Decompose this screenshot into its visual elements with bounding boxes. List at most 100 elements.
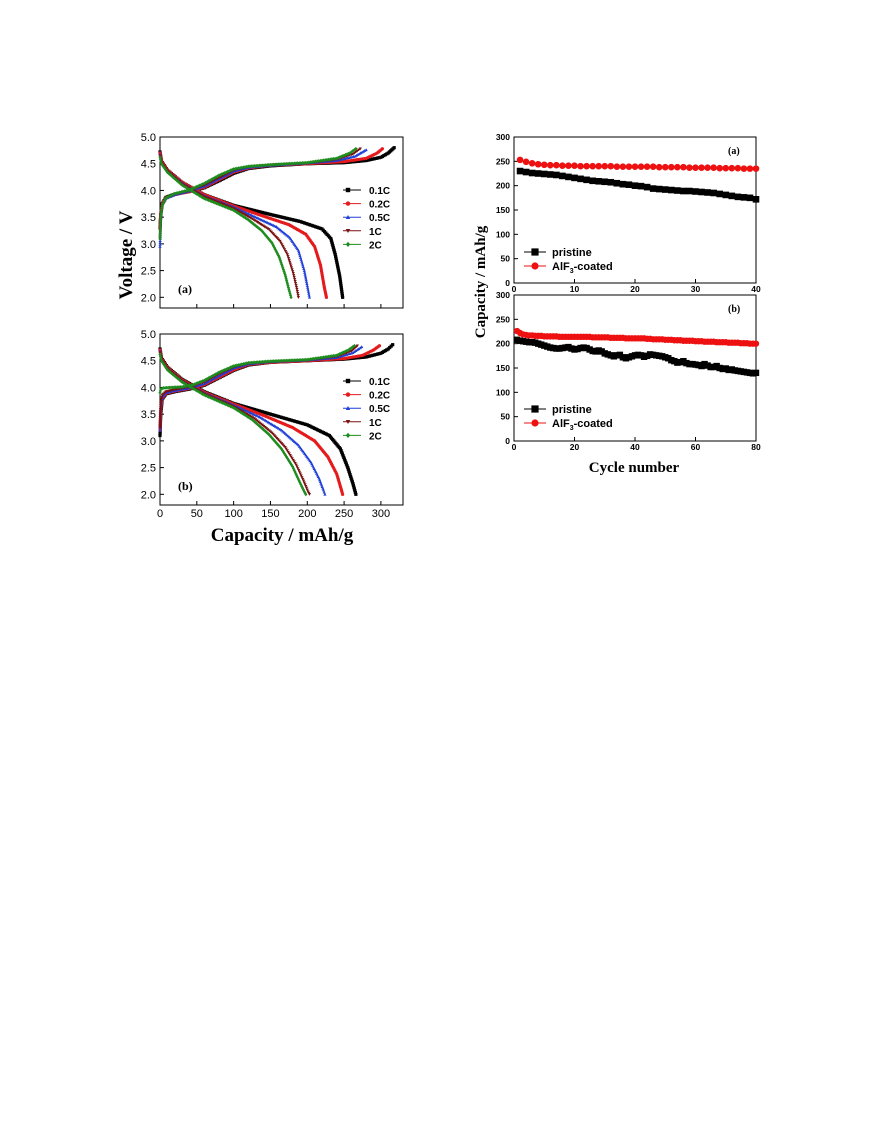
- data-point: [345, 464, 349, 468]
- data-point: [284, 447, 288, 451]
- data-point: [158, 352, 162, 357]
- data-point: [722, 191, 730, 199]
- data-point: [250, 221, 254, 225]
- data-point: [245, 412, 249, 416]
- data-point: [182, 384, 186, 389]
- data-point: [213, 200, 217, 205]
- data-point: [315, 356, 319, 361]
- data-point: [305, 282, 309, 285]
- data-point: [333, 251, 337, 255]
- data-point: [253, 219, 257, 223]
- data-point: [158, 239, 162, 242]
- data-point: [352, 151, 356, 155]
- data-point: [160, 386, 164, 391]
- data-point: [265, 212, 269, 216]
- data-point: [287, 258, 291, 262]
- data-point: [190, 386, 194, 390]
- data-point: [292, 161, 297, 166]
- data-point: [372, 353, 376, 357]
- data-point: [298, 480, 302, 485]
- data-point: [710, 189, 717, 197]
- data-point: [601, 178, 609, 186]
- data-point: [342, 455, 346, 459]
- data-point: [377, 344, 382, 348]
- data-point: [337, 272, 341, 276]
- series-line-discharge: [159, 352, 310, 495]
- data-point: [273, 359, 277, 363]
- data-point: [340, 289, 344, 294]
- data-point: [336, 266, 340, 270]
- data-point: [734, 164, 742, 172]
- series-0.2C: [158, 344, 382, 496]
- data-point: [158, 244, 162, 248]
- data-point: [351, 152, 355, 156]
- data-point: [307, 293, 311, 297]
- data-point: [247, 415, 251, 420]
- data-point: [668, 186, 675, 194]
- legend-marker: [345, 420, 351, 424]
- data-point: [661, 163, 669, 171]
- data-point: [264, 163, 268, 168]
- data-point: [257, 221, 261, 225]
- data-point: [158, 408, 163, 412]
- data-point: [254, 209, 258, 213]
- data-point: [607, 162, 615, 170]
- data-point: [296, 296, 301, 299]
- data-point: [245, 214, 250, 218]
- data-point: [273, 413, 277, 418]
- data-point: [289, 264, 293, 268]
- cycling-chart-b: 0 20 40 60 80 0 50 100 150 200 250 300 (b) pristine Al…: [496, 290, 761, 452]
- data-point: [205, 376, 209, 381]
- data-point: [619, 180, 627, 188]
- data-point: [250, 417, 254, 422]
- data-point: [335, 353, 339, 358]
- data-point: [367, 354, 372, 358]
- data-point: [302, 422, 306, 426]
- data-point: [360, 345, 364, 349]
- data-point: [360, 150, 364, 154]
- data-point: [290, 268, 294, 272]
- data-point: [655, 185, 663, 193]
- legend-label: 1C: [369, 227, 382, 238]
- data-point: [344, 462, 349, 466]
- data-point: [355, 149, 359, 153]
- x-tick-label: 20: [570, 442, 580, 452]
- data-point: [246, 207, 250, 211]
- data-point: [752, 369, 760, 377]
- data-point: [279, 241, 283, 245]
- data-point: [302, 267, 306, 271]
- data-point: [343, 152, 348, 157]
- legend-label: 0.5C: [369, 213, 390, 224]
- data-point: [352, 487, 356, 491]
- data-point: [289, 266, 294, 270]
- data-point: [595, 162, 602, 170]
- data-point: [339, 284, 343, 288]
- data-point: [301, 265, 305, 269]
- data-point: [300, 476, 304, 479]
- data-point: [322, 158, 326, 163]
- data-point: [297, 470, 302, 474]
- data-point: [158, 424, 162, 428]
- left-y-axis-title: Voltage / V: [116, 210, 137, 299]
- data-point: [565, 173, 572, 181]
- data-point: [179, 379, 183, 383]
- data-point: [246, 413, 250, 417]
- data-point: [292, 275, 296, 279]
- legend-marker: [345, 392, 351, 397]
- data-point: [171, 175, 175, 179]
- data-point: [322, 490, 326, 494]
- x-tick-label: 50: [191, 508, 203, 520]
- data-point: [183, 384, 187, 389]
- y-tick-label: 50: [501, 412, 511, 422]
- data-point: [364, 158, 368, 163]
- data-point: [335, 262, 339, 266]
- data-point: [571, 162, 578, 170]
- data-point: [728, 164, 736, 172]
- data-point: [299, 257, 303, 261]
- data-point: [331, 244, 335, 248]
- data-point: [553, 171, 560, 179]
- data-point: [297, 252, 302, 256]
- data-point: [534, 160, 542, 168]
- data-point: [680, 163, 687, 171]
- legend-label: 1C: [369, 418, 382, 429]
